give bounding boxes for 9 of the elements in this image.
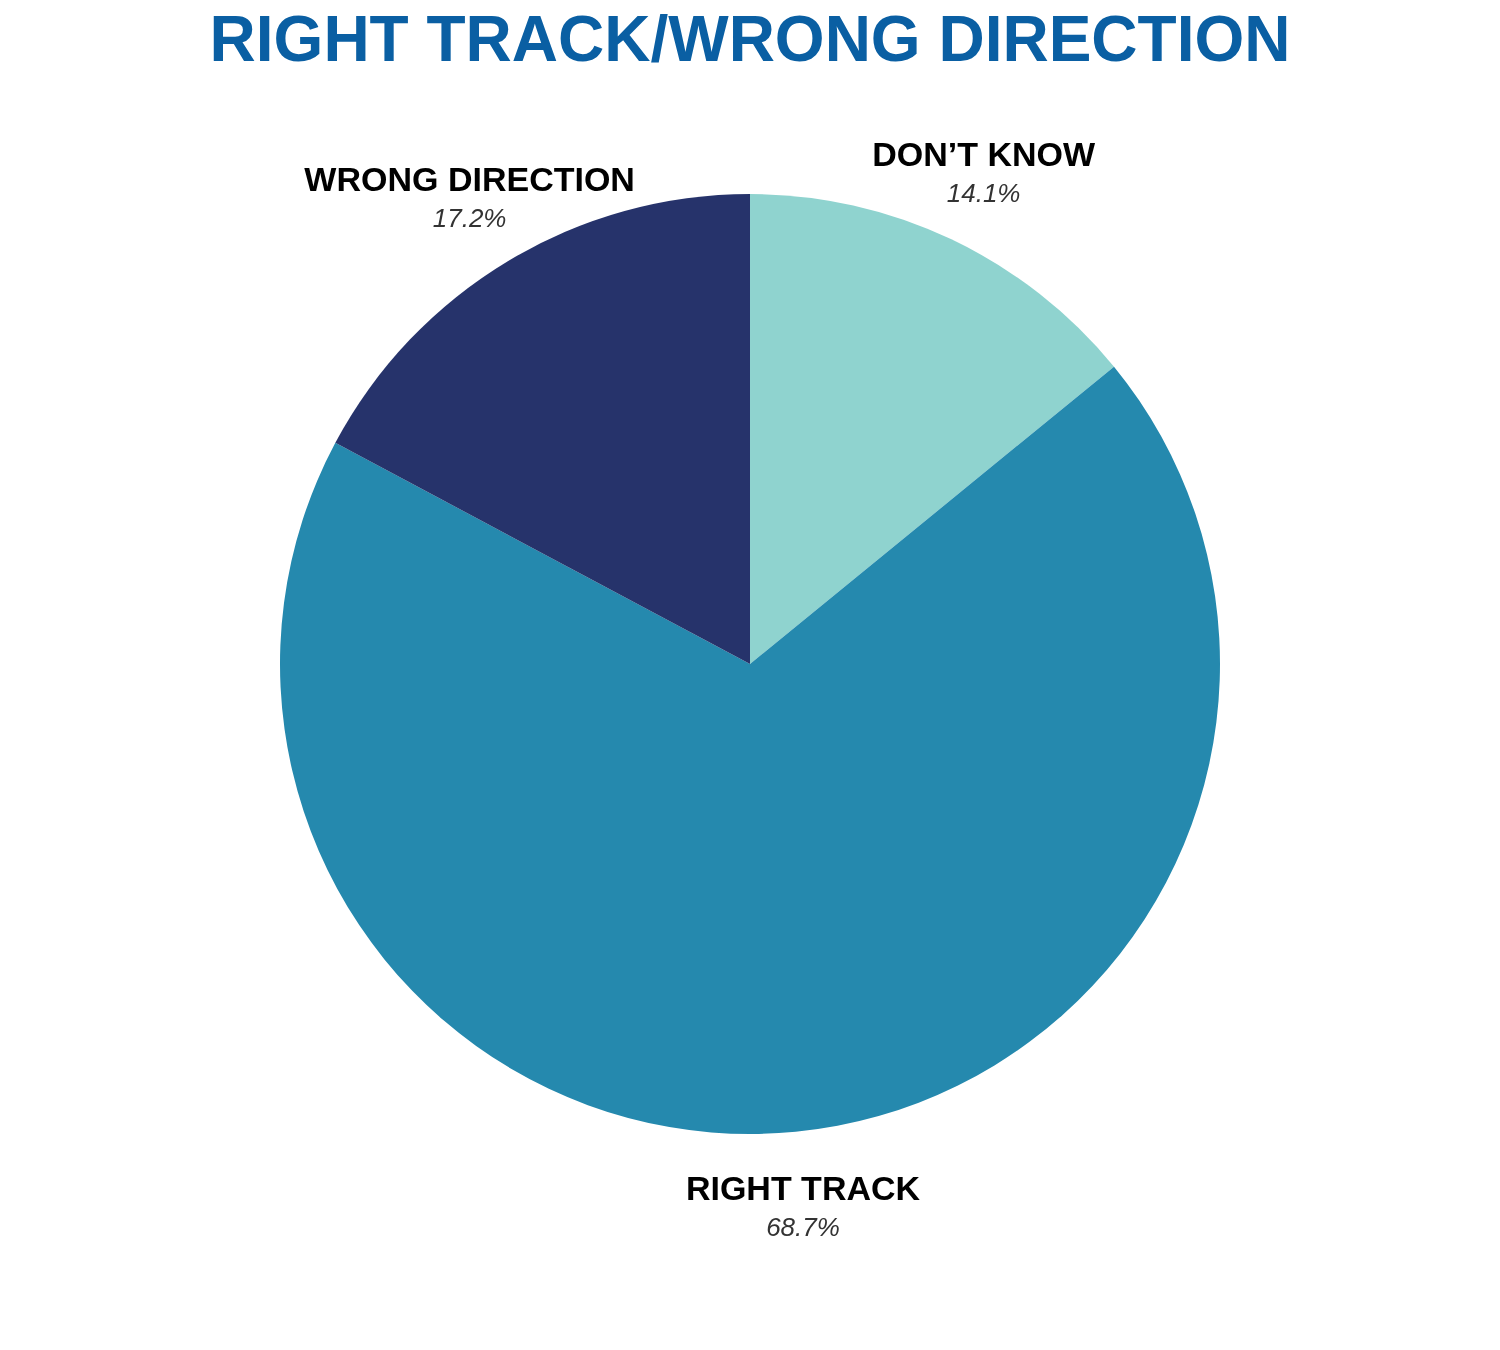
slice-label: WRONG DIRECTION bbox=[304, 159, 635, 198]
data-label: 68.7% bbox=[766, 1212, 840, 1243]
chart-title: RIGHT TRACK/WRONG DIRECTION bbox=[209, 3, 1291, 75]
slice-label: RIGHT TRACK bbox=[685, 1169, 921, 1208]
pie-slice bbox=[335, 194, 750, 664]
data-label: 17.2% bbox=[432, 202, 507, 233]
slice-label: DON’T KNOW bbox=[872, 134, 1096, 173]
pie-slice bbox=[280, 366, 1220, 1134]
data-label: 14.1% bbox=[946, 177, 1021, 208]
